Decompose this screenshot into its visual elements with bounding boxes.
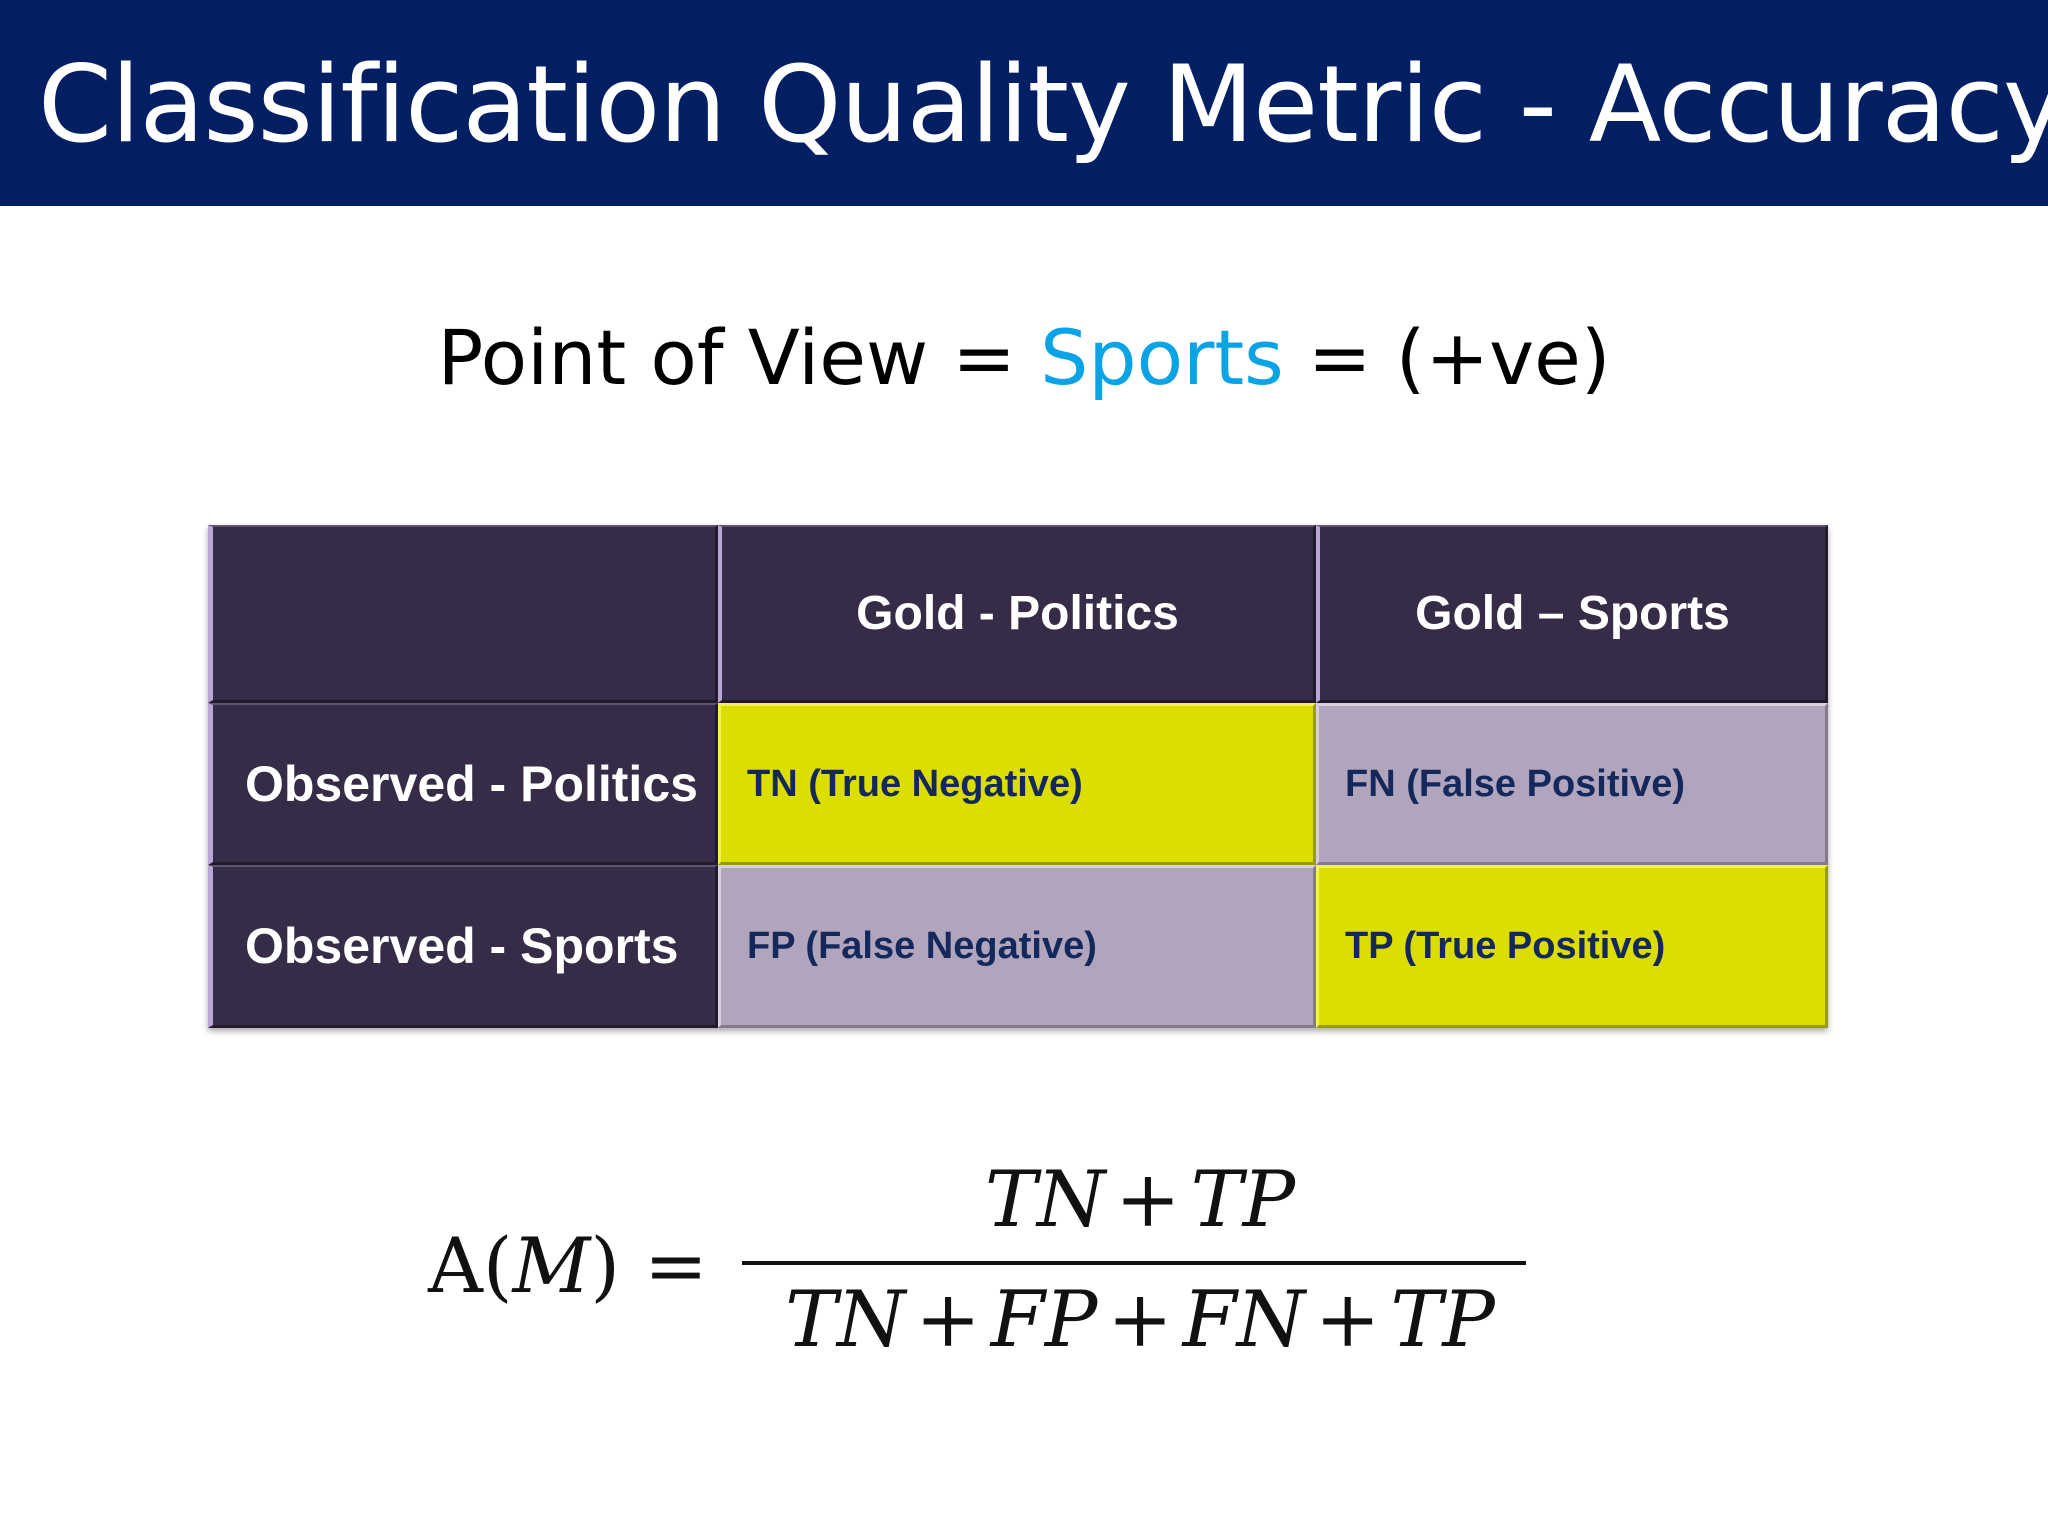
denominator-plus-2: +	[1107, 1275, 1173, 1365]
row-header-observed-sports-label: Observed - Sports	[245, 918, 679, 974]
denominator-plus-3: +	[1315, 1275, 1381, 1365]
col-header-gold-sports: Gold – Sports	[1316, 525, 1828, 703]
col-header-gold-politics: Gold - Politics	[718, 525, 1316, 703]
confusion-matrix: Gold - Politics Gold – Sports Observed -…	[208, 525, 1828, 1028]
point-of-view: Point of View = Sports = (+ve)	[0, 308, 2048, 408]
pov-suffix: = (+ve)	[1283, 313, 1611, 402]
formula-denominator: TN + FP + FN + TP	[740, 1270, 1540, 1370]
col-header-gold-politics-label: Gold - Politics	[856, 587, 1179, 640]
title-bar: Classification Quality Metric - Accuracy	[0, 0, 2048, 206]
denominator-term-tn: TN	[785, 1275, 906, 1365]
cell-fn-label: FN (False Positive)	[1345, 762, 1685, 805]
pov-highlight: Sports	[1040, 313, 1284, 402]
row-header-observed-politics: Observed - Politics	[208, 703, 718, 865]
formula-lhs-a: A(	[428, 1221, 513, 1310]
cell-fn: FN (False Positive)	[1316, 703, 1828, 865]
matrix-corner-cell	[208, 525, 718, 703]
row-header-observed-sports: Observed - Sports	[208, 865, 718, 1028]
cell-tp: TP (True Positive)	[1316, 865, 1828, 1028]
pov-prefix: Point of View =	[437, 313, 1041, 402]
formula-lhs: A(M) =	[428, 1216, 708, 1316]
formula-lhs-m: M	[512, 1221, 591, 1310]
formula-lhs-close: ) =	[590, 1221, 708, 1310]
denominator-plus-1: +	[915, 1275, 981, 1365]
denominator-term-fn: FN	[1182, 1275, 1306, 1365]
col-header-gold-sports-label: Gold – Sports	[1415, 587, 1730, 640]
accuracy-formula: A(M) = TN + TP TN + FP + FN + TP	[420, 1150, 1620, 1380]
cell-fp: FP (False Negative)	[718, 865, 1316, 1028]
row-header-observed-politics-label: Observed - Politics	[245, 755, 698, 812]
cell-tn: TN (True Negative)	[718, 703, 1316, 865]
cell-fp-label: FP (False Negative)	[747, 925, 1097, 967]
denominator-term-fp: FP	[990, 1275, 1098, 1365]
fraction-bar	[742, 1261, 1526, 1265]
cell-tp-label: TP (True Positive)	[1345, 925, 1666, 967]
numerator-term-tp: TP	[1190, 1155, 1296, 1245]
denominator-term-tp: TP	[1390, 1275, 1495, 1365]
formula-numerator: TN + TP	[740, 1150, 1540, 1250]
cell-tn-label: TN (True Negative)	[747, 762, 1083, 805]
slide-title: Classification Quality Metric - Accuracy	[38, 43, 2048, 166]
numerator-plus: +	[1115, 1155, 1181, 1245]
numerator-term-tn: TN	[984, 1155, 1106, 1245]
